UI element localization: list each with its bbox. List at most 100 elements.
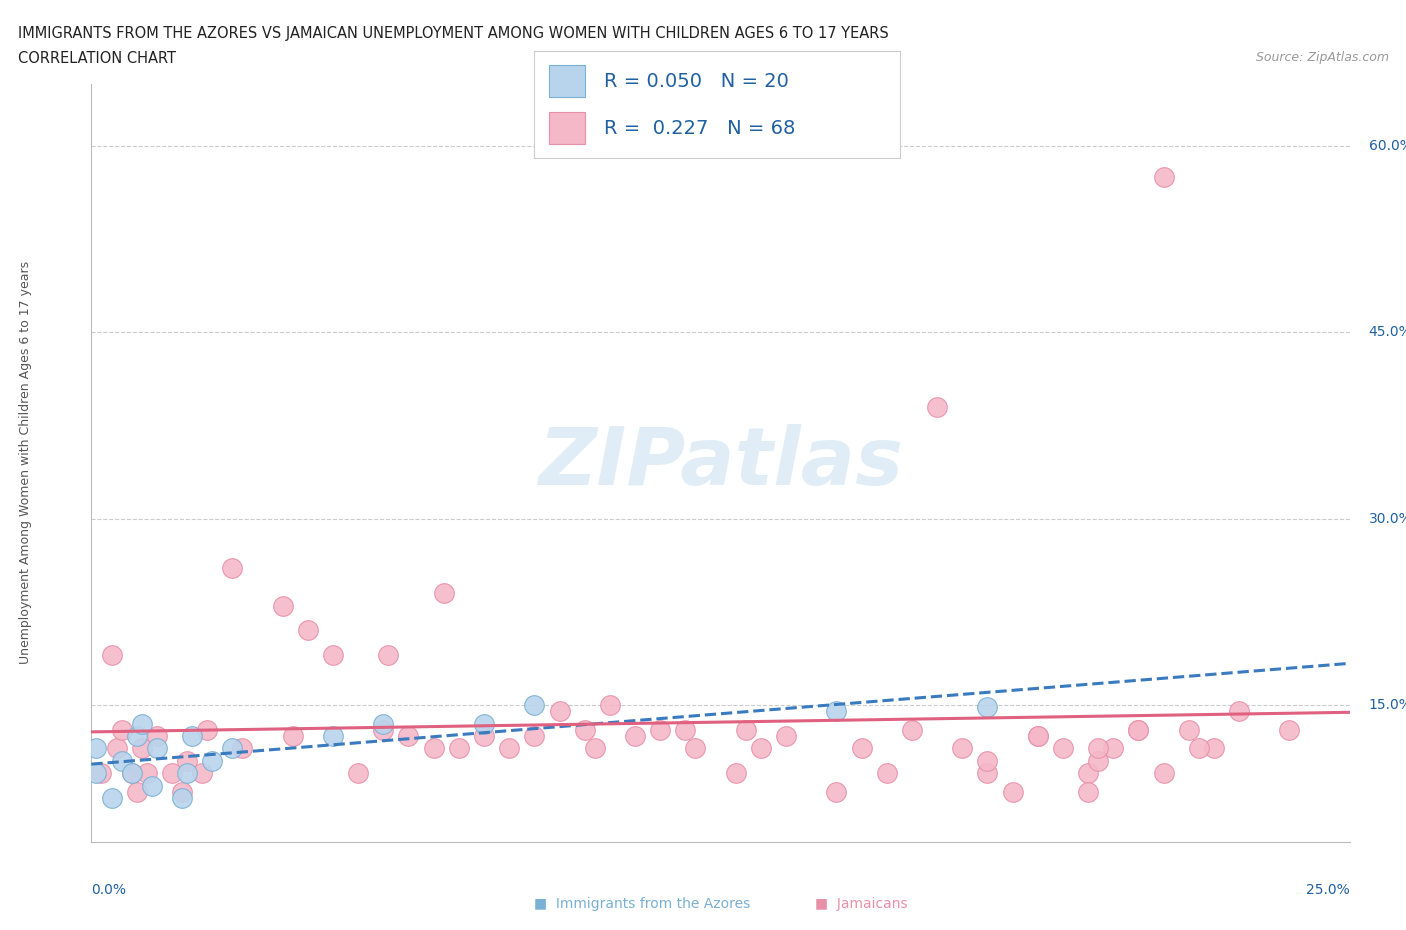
Point bbox=[125, 728, 148, 743]
Point bbox=[1077, 785, 1099, 800]
Point bbox=[181, 728, 204, 743]
Point bbox=[176, 753, 198, 768]
Text: 0.0%: 0.0% bbox=[91, 884, 127, 897]
Point bbox=[131, 716, 153, 731]
Point bbox=[271, 598, 294, 613]
Point bbox=[141, 778, 163, 793]
Point bbox=[876, 766, 898, 781]
Point bbox=[176, 766, 198, 781]
Point bbox=[347, 766, 370, 781]
Point bbox=[1087, 741, 1109, 756]
Point bbox=[1227, 704, 1250, 719]
Point bbox=[1077, 766, 1099, 781]
Point bbox=[1026, 728, 1049, 743]
Point bbox=[373, 723, 395, 737]
Point bbox=[498, 741, 520, 756]
Point bbox=[1153, 169, 1175, 184]
Point bbox=[433, 586, 456, 601]
Point bbox=[523, 698, 546, 712]
Point bbox=[825, 704, 848, 719]
Point bbox=[724, 766, 747, 781]
Point bbox=[1153, 766, 1175, 781]
Point bbox=[125, 785, 148, 800]
Text: ■  Immigrants from the Azores: ■ Immigrants from the Azores bbox=[534, 897, 751, 911]
Text: 25.0%: 25.0% bbox=[1306, 884, 1350, 897]
Text: Unemployment Among Women with Children Ages 6 to 17 years: Unemployment Among Women with Children A… bbox=[20, 261, 32, 664]
Point bbox=[548, 704, 571, 719]
Point bbox=[146, 741, 169, 756]
Point bbox=[825, 785, 848, 800]
Point bbox=[201, 753, 224, 768]
Point bbox=[976, 700, 998, 715]
Point bbox=[170, 785, 193, 800]
Point bbox=[523, 728, 546, 743]
Point bbox=[574, 723, 596, 737]
Point bbox=[86, 741, 108, 756]
Point bbox=[160, 766, 183, 781]
Text: 15.0%: 15.0% bbox=[1368, 698, 1406, 712]
Point bbox=[673, 723, 696, 737]
Point bbox=[231, 741, 253, 756]
Point bbox=[100, 790, 122, 805]
Point bbox=[1188, 741, 1211, 756]
Point bbox=[90, 766, 112, 781]
Point bbox=[195, 723, 218, 737]
Point bbox=[121, 766, 143, 781]
Point bbox=[221, 741, 243, 756]
Point bbox=[650, 723, 672, 737]
Point bbox=[105, 741, 128, 756]
Point bbox=[191, 766, 214, 781]
Point bbox=[1177, 723, 1199, 737]
Bar bbox=[548, 65, 585, 97]
Point bbox=[583, 741, 606, 756]
Point bbox=[281, 728, 304, 743]
Point bbox=[135, 766, 157, 781]
Point bbox=[950, 741, 973, 756]
Point bbox=[925, 399, 948, 414]
Text: Source: ZipAtlas.com: Source: ZipAtlas.com bbox=[1256, 51, 1389, 64]
Text: ■  Jamaicans: ■ Jamaicans bbox=[815, 897, 908, 911]
Point bbox=[472, 728, 495, 743]
Bar bbox=[548, 113, 585, 144]
Point bbox=[734, 723, 756, 737]
Point bbox=[121, 766, 143, 781]
Point bbox=[297, 623, 319, 638]
Point bbox=[322, 648, 344, 663]
Text: 60.0%: 60.0% bbox=[1368, 139, 1406, 153]
Point bbox=[624, 728, 647, 743]
Point bbox=[100, 648, 122, 663]
Point bbox=[1102, 741, 1125, 756]
Point bbox=[1001, 785, 1024, 800]
Point bbox=[1087, 753, 1109, 768]
Point bbox=[377, 648, 399, 663]
Text: 45.0%: 45.0% bbox=[1368, 326, 1406, 339]
Point bbox=[685, 741, 707, 756]
Text: CORRELATION CHART: CORRELATION CHART bbox=[18, 51, 176, 66]
Point bbox=[422, 741, 444, 756]
Point bbox=[170, 790, 193, 805]
Point bbox=[749, 741, 772, 756]
Point bbox=[322, 728, 344, 743]
Point bbox=[775, 728, 797, 743]
Point bbox=[110, 723, 132, 737]
Text: R = 0.050   N = 20: R = 0.050 N = 20 bbox=[603, 72, 789, 90]
Point bbox=[110, 753, 132, 768]
Text: IMMIGRANTS FROM THE AZORES VS JAMAICAN UNEMPLOYMENT AMONG WOMEN WITH CHILDREN AG: IMMIGRANTS FROM THE AZORES VS JAMAICAN U… bbox=[18, 26, 889, 41]
Point bbox=[1128, 723, 1150, 737]
Point bbox=[901, 723, 924, 737]
Point bbox=[1278, 723, 1301, 737]
Point bbox=[599, 698, 621, 712]
Text: ZIPatlas: ZIPatlas bbox=[538, 424, 903, 501]
Point bbox=[221, 561, 243, 576]
Point bbox=[1052, 741, 1074, 756]
Point bbox=[131, 741, 153, 756]
Point bbox=[1026, 728, 1049, 743]
Point bbox=[472, 716, 495, 731]
Point bbox=[1128, 723, 1150, 737]
Point bbox=[398, 728, 420, 743]
Point bbox=[86, 766, 108, 781]
Text: R =  0.227   N = 68: R = 0.227 N = 68 bbox=[603, 119, 796, 138]
Text: 30.0%: 30.0% bbox=[1368, 512, 1406, 525]
Point bbox=[976, 766, 998, 781]
Point bbox=[373, 716, 395, 731]
